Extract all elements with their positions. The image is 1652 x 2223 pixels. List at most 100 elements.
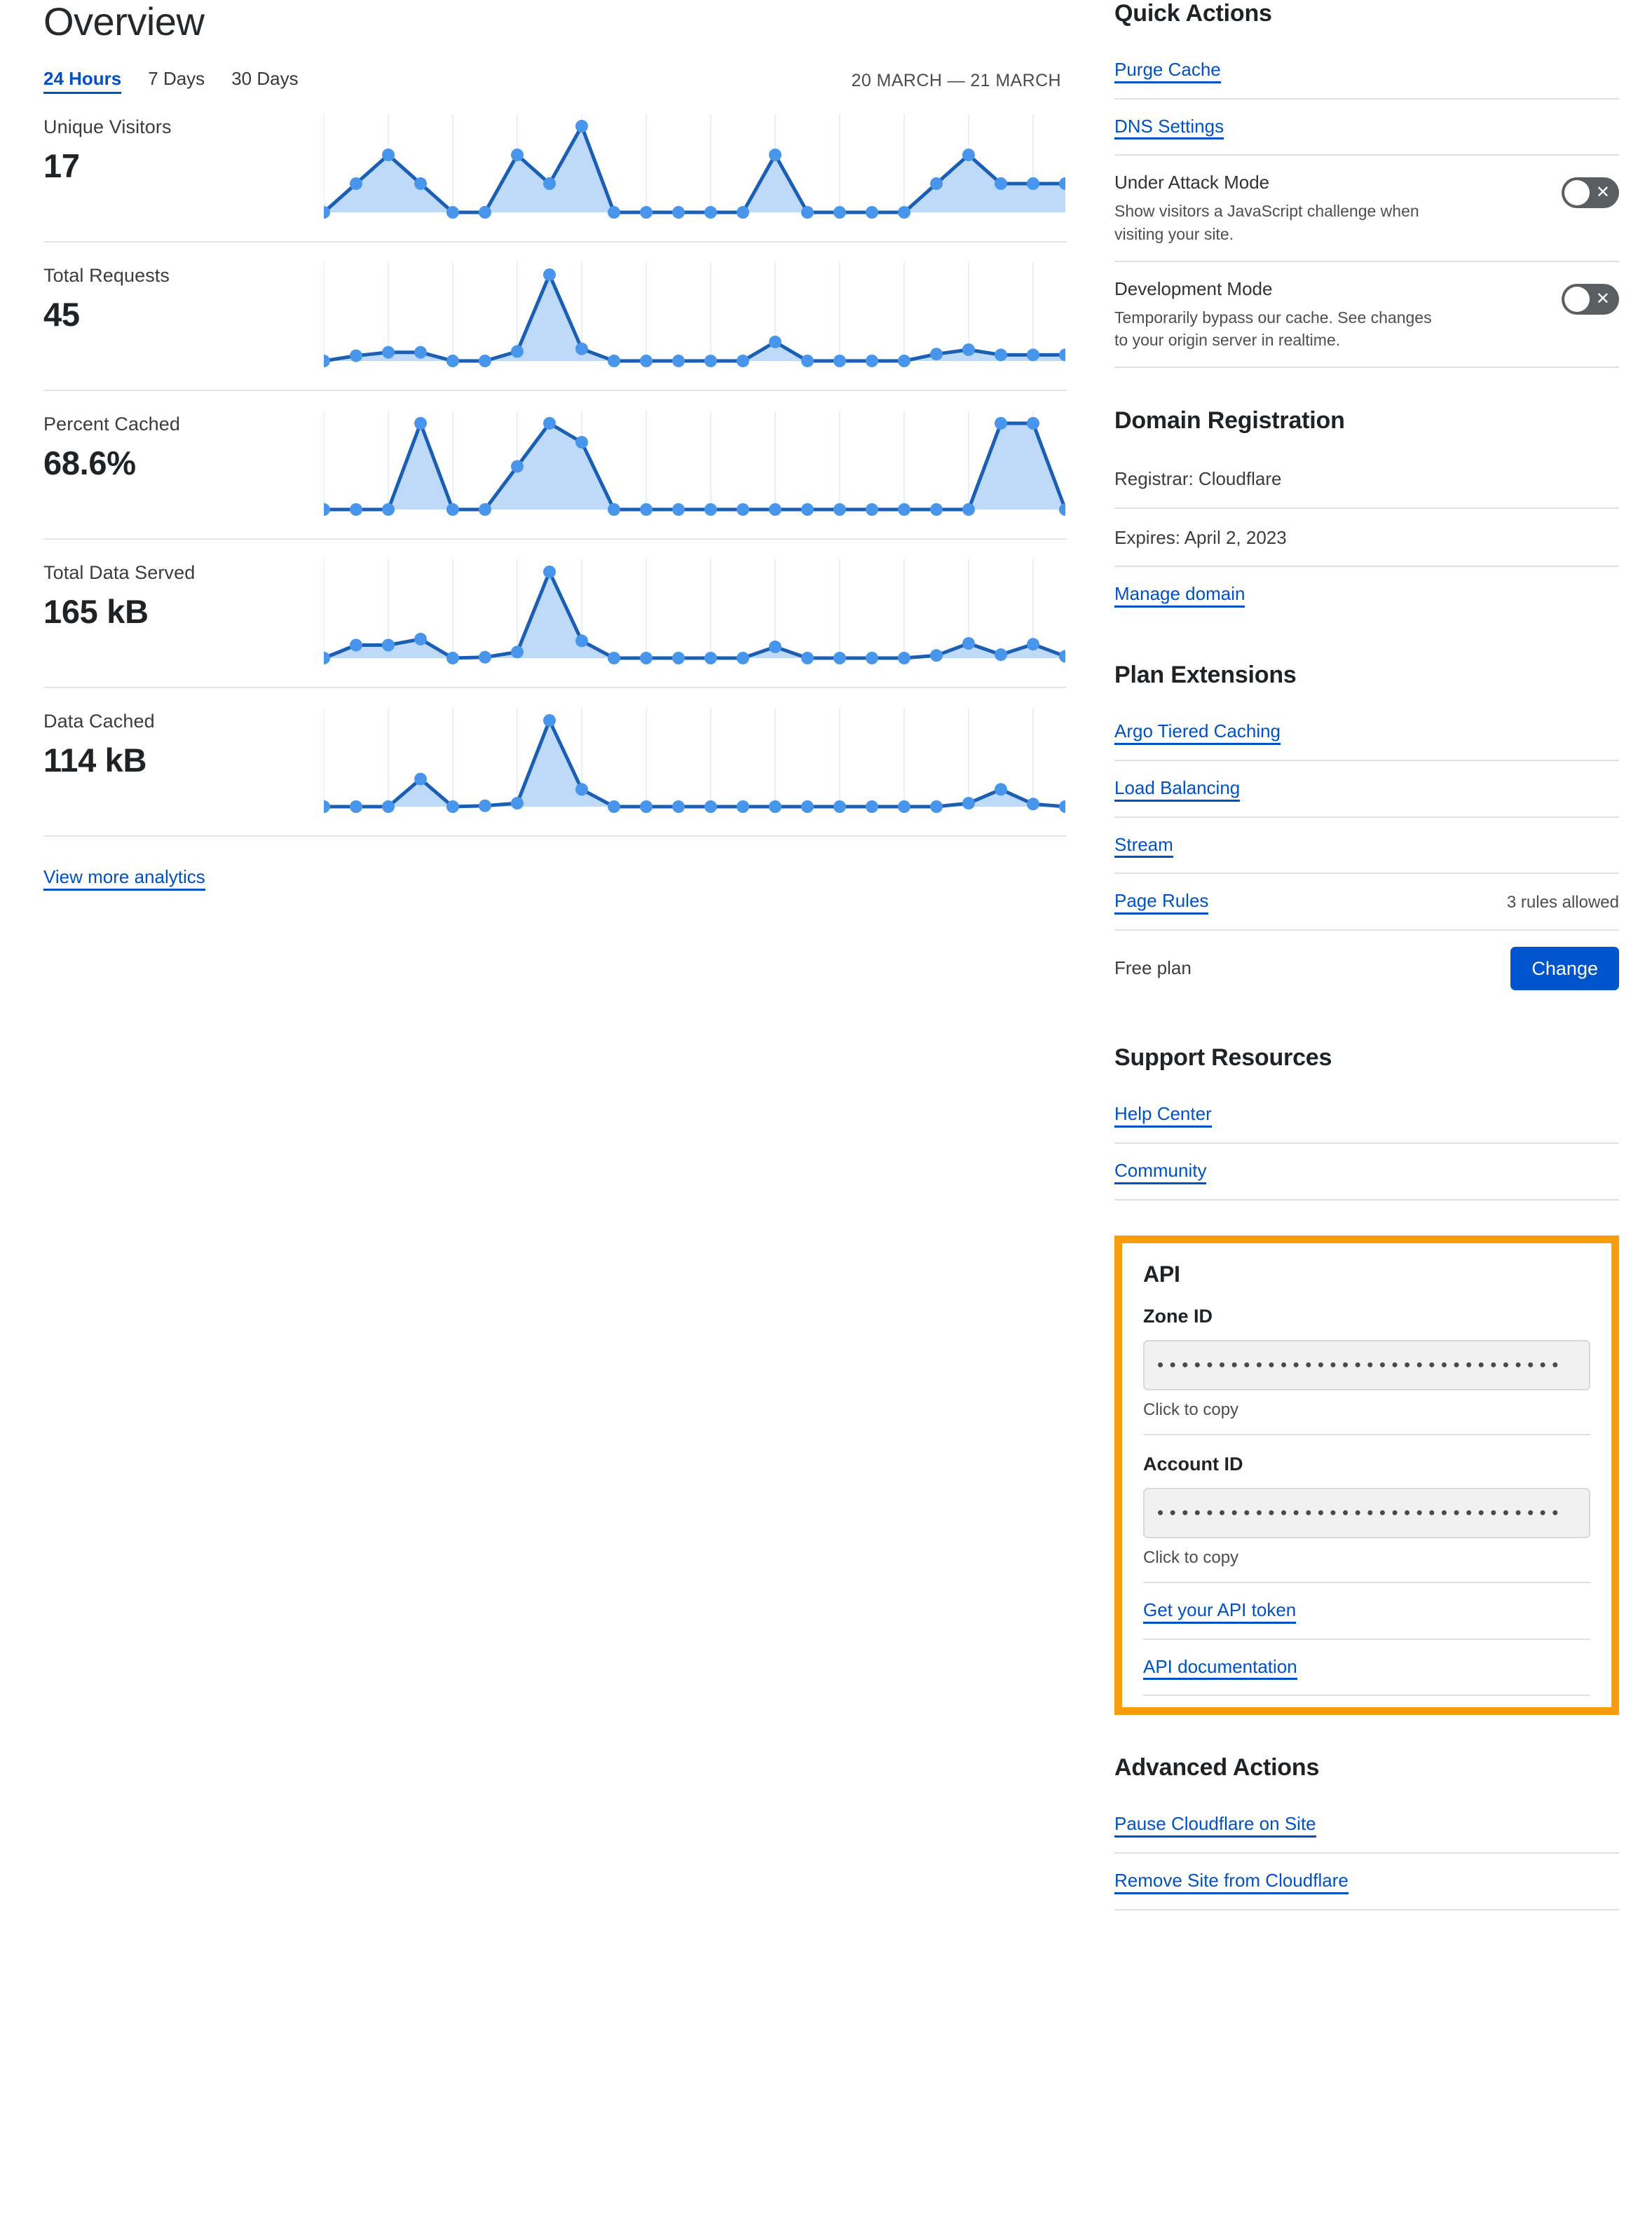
domain-registration-title: Domain Registration bbox=[1114, 407, 1345, 435]
api-documentation-link[interactable]: API documentation bbox=[1143, 1656, 1297, 1681]
plan-extensions-panel: Plan Extensions Argo Tiered Caching Load… bbox=[1114, 662, 1619, 1005]
stream-link[interactable]: Stream bbox=[1114, 834, 1173, 859]
help-center-row[interactable]: Help Center bbox=[1114, 1087, 1619, 1144]
metric-sparkline-chart[interactable] bbox=[324, 112, 1067, 222]
expires-row: Expires: April 2, 2023 bbox=[1114, 509, 1619, 568]
metric-info: Total Requests 45 bbox=[43, 261, 324, 334]
date-range-label: 20 MARCH — 21 MARCH bbox=[851, 70, 1061, 90]
zone-id-field[interactable]: ••••••••••••••••••••••••••••••••• bbox=[1143, 1339, 1590, 1390]
purge-cache-row[interactable]: Purge Cache bbox=[1114, 43, 1619, 100]
metric-info: Data Cached 114 kB bbox=[43, 706, 324, 779]
metric-row: Data Cached 114 kB bbox=[43, 688, 1067, 837]
advanced-actions-panel: Advanced Actions Pause Cloudflare on Sit… bbox=[1114, 1754, 1619, 1910]
metric-info: Total Data Served 165 kB bbox=[43, 558, 324, 631]
metric-sparkline-chart[interactable] bbox=[324, 706, 1067, 816]
argo-tiered-caching-link[interactable]: Argo Tiered Caching bbox=[1114, 720, 1281, 745]
load-balancing-row[interactable]: Load Balancing bbox=[1114, 761, 1619, 818]
development-mode-toggle[interactable]: ✕ bbox=[1562, 283, 1619, 315]
metric-label: Total Requests bbox=[43, 264, 170, 286]
expires-value: Expires: April 2, 2023 bbox=[1114, 526, 1287, 548]
metric-label: Unique Visitors bbox=[43, 116, 172, 137]
plan-extensions-title: Plan Extensions bbox=[1114, 662, 1297, 689]
metric-label: Data Cached bbox=[43, 710, 155, 732]
stream-row[interactable]: Stream bbox=[1114, 818, 1619, 875]
development-mode-title: Development Mode bbox=[1114, 278, 1273, 299]
pause-cloudflare-link[interactable]: Pause Cloudflare on Site bbox=[1114, 1813, 1316, 1838]
change-plan-button[interactable]: Change bbox=[1510, 947, 1619, 991]
remove-site-link[interactable]: Remove Site from Cloudflare bbox=[1114, 1870, 1349, 1894]
metric-value: 114 kB bbox=[43, 741, 147, 779]
account-id-field[interactable]: ••••••••••••••••••••••••••••••••• bbox=[1143, 1487, 1590, 1538]
metric-row: Unique Visitors 17 bbox=[43, 94, 1067, 242]
plan-name: Free plan bbox=[1114, 957, 1192, 979]
load-balancing-link[interactable]: Load Balancing bbox=[1114, 777, 1241, 802]
help-center-link[interactable]: Help Center bbox=[1114, 1103, 1212, 1128]
dns-settings-row[interactable]: DNS Settings bbox=[1114, 100, 1619, 156]
view-more-analytics-link[interactable]: View more analytics bbox=[43, 866, 205, 891]
api-title: API bbox=[1143, 1261, 1180, 1287]
manage-domain-row[interactable]: Manage domain bbox=[1114, 567, 1619, 622]
community-row[interactable]: Community bbox=[1114, 1144, 1619, 1201]
tab-7-days[interactable]: 7 Days bbox=[148, 67, 205, 89]
registrar-value: Registrar: Cloudflare bbox=[1114, 468, 1282, 490]
pause-cloudflare-row[interactable]: Pause Cloudflare on Site bbox=[1114, 1797, 1619, 1854]
metric-value: 165 kB bbox=[43, 592, 149, 630]
close-icon: ✕ bbox=[1595, 289, 1610, 308]
metric-value: 68.6% bbox=[43, 444, 136, 481]
community-link[interactable]: Community bbox=[1114, 1160, 1207, 1184]
under-attack-mode-description: Show visitors a JavaScript challenge whe… bbox=[1114, 202, 1419, 244]
under-attack-mode-title: Under Attack Mode bbox=[1114, 172, 1270, 193]
metric-row: Total Data Served 165 kB bbox=[43, 540, 1067, 688]
page-rules-link[interactable]: Page Rules bbox=[1114, 890, 1209, 915]
page-rules-row[interactable]: Page Rules 3 rules allowed bbox=[1114, 874, 1619, 931]
metrics-list: Unique Visitors 17 Total Requests 45 Per… bbox=[43, 94, 1067, 837]
metric-sparkline-chart[interactable] bbox=[324, 558, 1067, 668]
api-panel: API Zone ID ••••••••••••••••••••••••••••… bbox=[1114, 1235, 1619, 1716]
account-id-label: Account ID bbox=[1143, 1453, 1243, 1475]
metric-value: 17 bbox=[43, 146, 80, 184]
page-rules-allowance: 3 rules allowed bbox=[1506, 893, 1619, 912]
toggle-knob bbox=[1564, 180, 1590, 206]
metric-row: Total Requests 45 bbox=[43, 242, 1067, 391]
domain-registration-panel: Domain Registration Registrar: Cloudflar… bbox=[1114, 407, 1619, 622]
sidebar-column: Quick Actions Purge Cache DNS Settings U… bbox=[1114, 0, 1619, 1910]
view-more-analytics-wrap: View more analytics bbox=[43, 866, 1067, 891]
development-mode-description: Temporarily bypass our cache. See change… bbox=[1114, 308, 1432, 350]
zone-id-label: Zone ID bbox=[1143, 1305, 1213, 1327]
development-mode-row: Development Mode Temporarily bypass our … bbox=[1114, 262, 1619, 369]
metric-sparkline-chart[interactable] bbox=[324, 261, 1067, 371]
metric-value: 45 bbox=[43, 295, 80, 333]
api-documentation-row[interactable]: API documentation bbox=[1143, 1640, 1590, 1697]
metric-sparkline-chart[interactable] bbox=[324, 409, 1067, 519]
analytics-column: Overview 24 Hours 7 Days 30 Days 20 MARC… bbox=[43, 0, 1067, 891]
metric-info: Percent Cached 68.6% bbox=[43, 409, 324, 482]
api-token-row[interactable]: Get your API token bbox=[1143, 1583, 1590, 1640]
metric-row: Percent Cached 68.6% bbox=[43, 391, 1067, 540]
under-attack-mode-row: Under Attack Mode Show visitors a JavaSc… bbox=[1114, 156, 1619, 262]
quick-actions-panel: Quick Actions Purge Cache DNS Settings U… bbox=[1114, 0, 1619, 369]
purge-cache-link[interactable]: Purge Cache bbox=[1114, 59, 1221, 83]
zone-id-copy-hint: Click to copy bbox=[1143, 1400, 1590, 1435]
page-title: Overview bbox=[43, 0, 205, 43]
get-api-token-link[interactable]: Get your API token bbox=[1143, 1599, 1297, 1624]
dns-settings-link[interactable]: DNS Settings bbox=[1114, 116, 1224, 140]
remove-site-row[interactable]: Remove Site from Cloudflare bbox=[1114, 1854, 1619, 1910]
metric-label: Total Data Served bbox=[43, 561, 196, 583]
timerange-tabs: 24 Hours 7 Days 30 Days bbox=[43, 68, 299, 94]
metric-label: Percent Cached bbox=[43, 413, 181, 435]
manage-domain-link[interactable]: Manage domain bbox=[1114, 583, 1245, 608]
argo-tiered-caching-row[interactable]: Argo Tiered Caching bbox=[1114, 704, 1619, 761]
tab-30-days[interactable]: 30 Days bbox=[231, 67, 299, 89]
tab-24-hours[interactable]: 24 Hours bbox=[43, 68, 122, 94]
metric-info: Unique Visitors 17 bbox=[43, 112, 324, 185]
close-icon: ✕ bbox=[1595, 183, 1610, 203]
plan-row: Free plan Change bbox=[1114, 931, 1619, 1005]
registrar-row: Registrar: Cloudflare bbox=[1114, 450, 1619, 509]
account-id-copy-hint: Click to copy bbox=[1143, 1548, 1590, 1583]
quick-actions-title: Quick Actions bbox=[1114, 0, 1272, 27]
under-attack-mode-toggle[interactable]: ✕ bbox=[1562, 177, 1619, 209]
support-resources-panel: Support Resources Help Center Community bbox=[1114, 1044, 1619, 1201]
support-resources-title: Support Resources bbox=[1114, 1044, 1332, 1072]
toggle-knob bbox=[1564, 286, 1590, 312]
